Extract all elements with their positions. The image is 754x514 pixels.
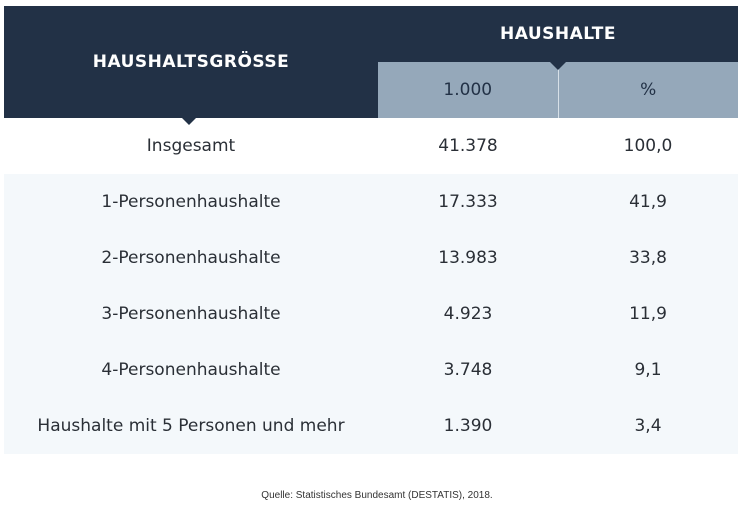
table-body: Insgesamt 41.378 100,0 1-Personenhaushalte 1…	[4, 118, 738, 454]
row-label: 1-Personenhaushalte	[101, 192, 281, 212]
row-label: 3-Personenhaushalte	[101, 304, 281, 324]
table-row: Insgesamt 41.378 100,0	[4, 118, 738, 174]
row-label: 4-Personenhaushalte	[101, 360, 281, 380]
table-row: 1-Personenhaushalte 17.333 41,9	[4, 174, 738, 230]
column-group-header: HAUSHALTE	[378, 6, 738, 62]
row-header-cell: HAUSHALTSGRÖSSE	[4, 6, 378, 125]
header-pointer-icon	[181, 117, 197, 125]
table-row: 3-Personenhaushalte 4.923 11,9	[4, 286, 738, 342]
value-thousands: 41.378	[438, 136, 498, 156]
table-row: Haushalte mit 5 Personen und mehr 1.390 3,…	[4, 398, 738, 454]
row-label: 2-Personenhaushalte	[101, 248, 281, 268]
row-header-label: HAUSHALTSGRÖSSE	[92, 52, 290, 72]
column-group-label: HAUSHALTE	[499, 24, 617, 44]
source-note: Quelle: Statistisches Bundesamt (DESTATI…	[261, 490, 493, 501]
value-percent: 3,4	[634, 416, 662, 436]
value-thousands: 4.923	[443, 304, 493, 324]
value-percent: 41,9	[629, 192, 667, 212]
value-percent: 9,1	[634, 360, 662, 380]
table-header: HAUSHALTSGRÖSSE HAUSHALTE 1.000 %	[4, 6, 738, 125]
table-row: 4-Personenhaushalte 3.748 9,1	[4, 342, 738, 398]
row-label: Insgesamt	[146, 136, 236, 156]
value-thousands: 3.748	[443, 360, 493, 380]
column-header-thousands: 1.000	[443, 80, 493, 100]
column-header-percent: %	[557, 62, 739, 118]
value-thousands: 17.333	[438, 192, 498, 212]
value-percent: 100,0	[623, 136, 673, 156]
value-percent: 11,9	[629, 304, 667, 324]
row-label: Haushalte mit 5 Personen und mehr	[37, 416, 345, 436]
sub-header-row: 1.000 %	[378, 62, 738, 118]
group-pointer-icon	[550, 62, 566, 70]
household-size-table: HAUSHALTSGRÖSSE HAUSHALTE 1.000 % Insges…	[4, 6, 738, 454]
table-row: 2-Personenhaushalte 13.983 33,8	[4, 230, 738, 286]
value-thousands: 1.390	[443, 416, 493, 436]
value-thousands: 13.983	[438, 248, 498, 268]
value-percent: 33,8	[629, 248, 667, 268]
